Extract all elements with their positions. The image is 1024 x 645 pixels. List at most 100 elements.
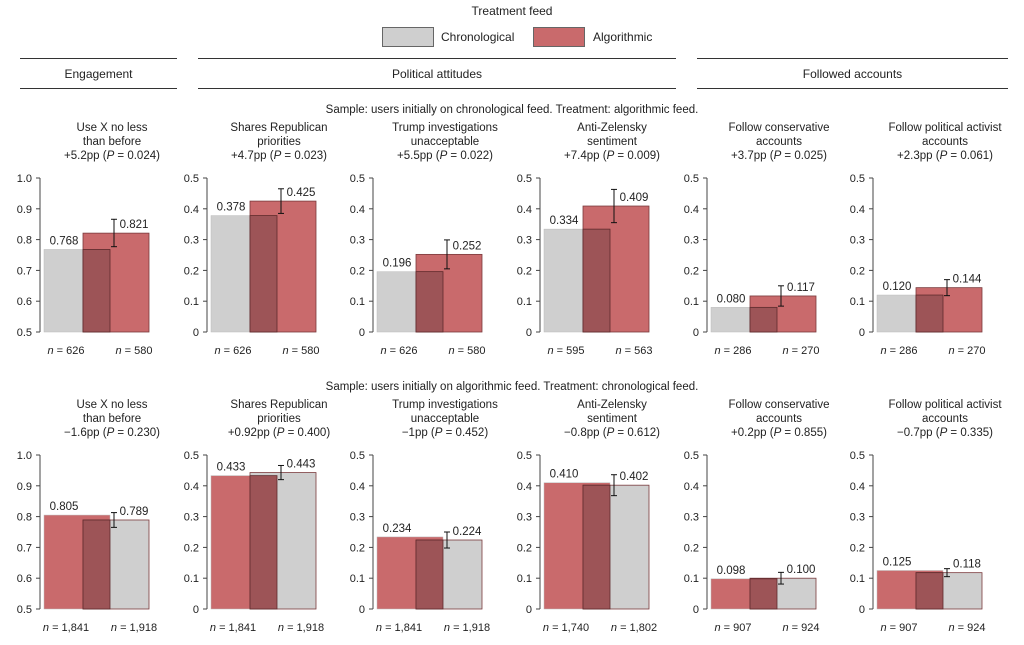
y-tick-label: 0.6 — [17, 296, 32, 308]
y-tick-label: 0.7 — [17, 542, 32, 554]
group-header-engagement: Engagement — [20, 58, 177, 89]
panel-effect-line: +0.92pp (P = 0.400) — [228, 427, 330, 439]
y-tick-label: 0 — [526, 604, 532, 616]
y-tick-label: 0.3 — [850, 235, 865, 247]
y-tick-label: 0.2 — [684, 265, 699, 277]
sample-size-label: n = 1,918 — [278, 622, 324, 634]
y-tick-label: 0 — [859, 604, 865, 616]
y-tick-label: 0.3 — [184, 512, 199, 524]
y-tick-label: 0.4 — [350, 481, 365, 493]
panel-title-line: accounts — [922, 136, 968, 148]
group-label-political-attitudes: Political attitudes — [391, 67, 483, 81]
y-tick-label: 0.4 — [850, 481, 865, 493]
y-tick-label: 0 — [359, 604, 365, 616]
bar-value-label: 0.100 — [787, 564, 816, 576]
panel-title-line: Use X no less — [77, 122, 148, 134]
y-tick-label: 0 — [193, 327, 199, 339]
panel-title-line: than before — [83, 136, 141, 148]
bar-value-label: 0.196 — [383, 258, 412, 270]
bar-value-label: 0.425 — [287, 187, 316, 199]
bar-value-label: 0.118 — [953, 559, 981, 571]
sample-size-label: n = 286 — [714, 345, 751, 357]
panel-title-line: Trump investigations — [392, 399, 498, 411]
sample-size-label: n = 580 — [115, 345, 152, 357]
sample-size-label: n = 924 — [782, 622, 819, 634]
sample-size-label: n = 626 — [380, 345, 417, 357]
y-tick-label: 0.1 — [350, 296, 365, 308]
bar-overlap — [749, 306, 778, 333]
sample-size-label: n = 907 — [880, 622, 917, 634]
sample-size-label: n = 626 — [214, 345, 251, 357]
y-tick-label: 0.4 — [684, 481, 699, 493]
y-tick-label: 0.5 — [184, 173, 199, 185]
bar-value-label: 0.402 — [620, 471, 649, 483]
panel-title-line: unacceptable — [411, 413, 479, 425]
sample-size-label: n = 270 — [948, 345, 985, 357]
bar-overlap — [82, 519, 111, 610]
bar-overlap — [249, 475, 278, 610]
bar-value-label: 0.098 — [717, 565, 746, 577]
y-tick-label: 0.6 — [17, 573, 32, 585]
sample-size-label: n = 1,841 — [43, 622, 89, 634]
y-tick-label: 0 — [693, 327, 699, 339]
y-tick-label: 0.3 — [184, 235, 199, 247]
panel-title-line: Shares Republican — [230, 399, 327, 411]
y-tick-label: 0.2 — [517, 265, 532, 277]
bar-value-label: 0.117 — [787, 282, 815, 294]
y-tick-label: 0.7 — [17, 265, 32, 277]
y-tick-label: 0.4 — [184, 481, 199, 493]
sample-size-label: n = 1,841 — [376, 622, 422, 634]
panel-title-line: Use X no less — [77, 399, 148, 411]
bar-overlap — [582, 484, 611, 610]
bar-value-label: 0.334 — [550, 215, 579, 227]
y-tick-label: 0.9 — [17, 204, 32, 216]
y-tick-label: 0.4 — [684, 204, 699, 216]
panel-title-line: accounts — [756, 413, 802, 425]
legend-label-algorithmic: Algorithmic — [593, 30, 653, 44]
panel-title-line: Trump investigations — [392, 122, 498, 134]
y-tick-label: 0.5 — [517, 173, 532, 185]
bar-overlap — [415, 271, 444, 333]
group-header-followed-accounts: Followed accounts — [697, 58, 1008, 89]
y-tick-label: 1.0 — [17, 173, 32, 185]
panel-title-line: unacceptable — [411, 136, 479, 148]
legend-title: Treatment feed — [471, 4, 553, 18]
bar-value-label: 0.443 — [287, 459, 316, 471]
legend-label-chronological: Chronological — [441, 30, 515, 44]
panel-title-line: priorities — [257, 136, 301, 148]
bar-overlap — [915, 572, 944, 610]
sample-size-label: n = 1,841 — [210, 622, 256, 634]
panel-title-line: sentiment — [587, 136, 638, 148]
panel-title-line: Anti-Zelensky — [577, 399, 647, 411]
y-tick-label: 0.5 — [350, 450, 365, 462]
bar-overlap — [915, 294, 944, 333]
sample-size-label: n = 563 — [615, 345, 652, 357]
y-tick-label: 0.4 — [517, 204, 532, 216]
bar-value-label: 0.144 — [953, 274, 982, 286]
panel-title-line: sentiment — [587, 413, 638, 425]
panel-effect-line: +5.2pp (P = 0.024) — [64, 150, 160, 162]
bar-value-label: 0.252 — [453, 240, 482, 252]
panel-title-line: than before — [83, 413, 141, 425]
panel-title-line: Follow conservative — [729, 122, 830, 134]
y-tick-label: 0.3 — [684, 512, 699, 524]
y-tick-label: 0.1 — [850, 296, 865, 308]
bar-overlap — [82, 249, 111, 333]
y-tick-label: 0.3 — [850, 512, 865, 524]
sample-size-label: n = 1,740 — [543, 622, 589, 634]
y-tick-label: 0.5 — [684, 173, 699, 185]
bar-overlap — [749, 578, 778, 610]
bar-overlap — [582, 228, 611, 333]
panel-effect-line: +0.2pp (P = 0.855) — [731, 427, 827, 439]
group-header-political-attitudes: Political attitudes — [198, 58, 676, 89]
y-tick-label: 0.4 — [850, 204, 865, 216]
y-tick-label: 1.0 — [17, 450, 32, 462]
sample-size-label: n = 924 — [948, 622, 985, 634]
sample-size-label: n = 1,918 — [444, 622, 490, 634]
panel-effect-line: −0.7pp (P = 0.335) — [897, 427, 993, 439]
y-tick-label: 0.4 — [350, 204, 365, 216]
legend-swatch-chronological — [382, 27, 434, 47]
y-tick-label: 0.1 — [184, 296, 199, 308]
group-label-followed-accounts: Followed accounts — [802, 67, 903, 81]
